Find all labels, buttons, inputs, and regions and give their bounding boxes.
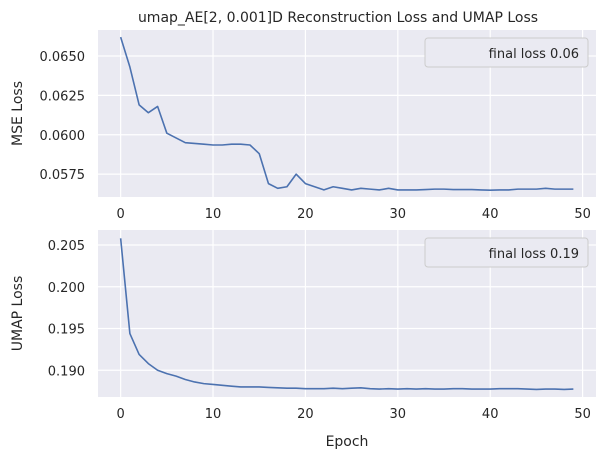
umap-legend: final loss 0.19	[424, 237, 589, 268]
mse-legend-entry: final loss 0.06	[489, 47, 579, 62]
mse-y-tick-label: 0.0650	[40, 50, 86, 65]
mse-x-tick-label: 10	[205, 207, 222, 222]
umap-y-tick-label: 0.200	[48, 281, 85, 296]
mse-y-axis-label: MSE Loss	[10, 81, 26, 146]
umap-loss-panel: 0 10 20 30 40 50 0.190 0.195 0.200 0.205 UMAP Loss…	[10, 230, 596, 450]
mse-loss-line	[119, 36, 574, 192]
mse-y-tick-label: 0.0575	[40, 168, 86, 183]
umap-y-tick-label: 0.190	[48, 364, 85, 379]
mse-x-tick-label: 50	[574, 207, 591, 222]
umap-loss-line	[119, 238, 574, 391]
mse-loss-panel: 0 10 20 30 40 50 0.0575 0.0600 0.0625 0.0650 MSE L…	[10, 30, 596, 222]
mse-x-tick-label: 0	[116, 207, 124, 222]
umap-x-axis-label: Epoch	[326, 434, 369, 450]
chart-title: umap_AE[2, 0.001]D Reconstruction Loss a…	[138, 10, 538, 26]
mse-x-tick-label: 40	[482, 207, 499, 222]
umap-y-axis-label: UMAP Loss	[10, 276, 26, 352]
umap-legend-entry: final loss 0.19	[489, 247, 579, 262]
mse-legend: final loss 0.06	[424, 37, 589, 68]
mse-y-tick-label: 0.0600	[40, 129, 86, 144]
mse-x-tick-label: 20	[297, 207, 314, 222]
umap-x-tick-label: 50	[574, 407, 591, 422]
mse-legend-box	[424, 37, 589, 68]
umap-x-tick-label: 0	[116, 407, 124, 422]
umap-x-tick-label: 30	[390, 407, 407, 422]
umap-y-tick-label: 0.195	[48, 323, 85, 338]
umap-x-tick-label: 10	[205, 407, 222, 422]
umap-x-tick-label: 20	[297, 407, 314, 422]
umap-legend-box	[424, 237, 589, 268]
mse-x-tick-label: 30	[390, 207, 407, 222]
mse-y-tick-label: 0.0625	[40, 89, 86, 104]
umap-x-tick-label: 40	[482, 407, 499, 422]
umap-y-tick-label: 0.205	[48, 239, 85, 254]
